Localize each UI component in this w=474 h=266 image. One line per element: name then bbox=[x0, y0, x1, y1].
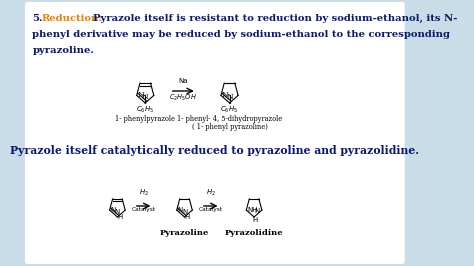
Text: Pyrazoline: Pyrazoline bbox=[160, 229, 209, 237]
Text: N: N bbox=[137, 92, 144, 99]
Text: N: N bbox=[182, 209, 187, 215]
Text: H: H bbox=[253, 217, 258, 223]
Text: Catalyst: Catalyst bbox=[199, 207, 223, 212]
Text: N: N bbox=[254, 208, 259, 214]
Text: pyrazoline.: pyrazoline. bbox=[32, 46, 94, 55]
Text: N: N bbox=[226, 93, 233, 101]
Text: Reduction:: Reduction: bbox=[41, 14, 102, 23]
Text: $C_6H_5$: $C_6H_5$ bbox=[136, 104, 155, 115]
Text: N: N bbox=[115, 209, 120, 215]
Text: N: N bbox=[222, 92, 228, 99]
Text: Pyrazole itself is resistant to reduction by sodium-ethanol, its N-: Pyrazole itself is resistant to reductio… bbox=[93, 14, 457, 23]
Text: H: H bbox=[118, 214, 123, 220]
Text: ( 1- phenyl pyrazoline): ( 1- phenyl pyrazoline) bbox=[191, 123, 267, 131]
Text: N: N bbox=[142, 93, 149, 101]
Text: 1- phenylpyrazole: 1- phenylpyrazole bbox=[115, 115, 175, 123]
FancyBboxPatch shape bbox=[25, 2, 405, 264]
Text: $C_2H_5OH$: $C_2H_5OH$ bbox=[169, 93, 197, 103]
Text: $C_6H_5$: $C_6H_5$ bbox=[220, 104, 238, 115]
Text: Catalyst: Catalyst bbox=[131, 207, 155, 212]
Text: NH: NH bbox=[247, 207, 258, 213]
Text: Pyrazolidine: Pyrazolidine bbox=[225, 229, 283, 237]
Text: Pyrazole itself catalytically reduced to pyrazoline and pyrazolidine.: Pyrazole itself catalytically reduced to… bbox=[10, 145, 419, 156]
Text: Na: Na bbox=[178, 78, 188, 84]
Text: N: N bbox=[178, 207, 183, 213]
Text: phenyl derivative may be reduced by sodium-ethanol to the corresponding: phenyl derivative may be reduced by sodi… bbox=[32, 30, 450, 39]
Text: H: H bbox=[184, 214, 190, 220]
Text: $H_2$: $H_2$ bbox=[206, 188, 216, 198]
Text: N: N bbox=[110, 207, 116, 213]
Text: 1- phenyl- 4, 5-dihydropyrazole: 1- phenyl- 4, 5-dihydropyrazole bbox=[177, 115, 282, 123]
Text: $H_2$: $H_2$ bbox=[138, 188, 148, 198]
Text: 5.: 5. bbox=[32, 14, 43, 23]
